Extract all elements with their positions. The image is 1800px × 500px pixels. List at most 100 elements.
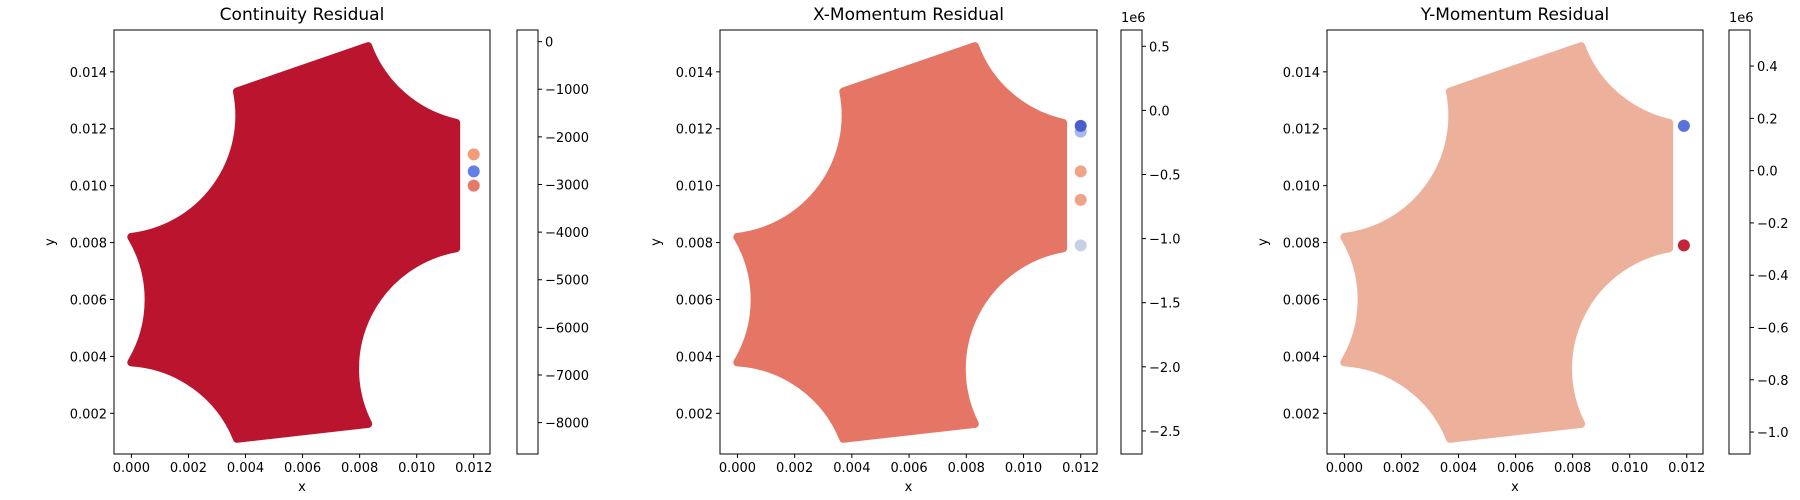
colorbar-tick-label: −2.5	[1149, 425, 1181, 440]
x-tick-label: 0.002	[1383, 461, 1420, 476]
colorbar-tick-label: −3000	[545, 178, 589, 193]
colorbar-offset-label: 1e6	[1729, 11, 1754, 26]
y-tick-label: 0.006	[70, 293, 107, 308]
y-tick-label: 0.008	[70, 237, 107, 252]
colorbar-tick-label: −0.5	[1149, 168, 1181, 183]
colorbar-tick-label: 0.5	[1149, 40, 1170, 55]
x-tick-label: 0.012	[1668, 461, 1705, 476]
colorbar-tick-label: −7000	[545, 369, 589, 384]
colorbar-tick-label: −1.0	[1149, 233, 1181, 248]
point	[1074, 193, 1087, 206]
colorbar-tick-label: −0.8	[1757, 374, 1789, 389]
domain-field	[733, 42, 1068, 443]
subplot: X-Momentum Residual 0.000 0.002 0.004 0.006 0…	[649, 5, 1181, 495]
x-tick-label: 0.000	[113, 461, 150, 476]
x-tick-label: 0.000	[1326, 461, 1363, 476]
domain-field	[127, 42, 461, 443]
x-tick-label: 0.012	[455, 461, 492, 476]
y-tick-label: 0.010	[70, 180, 107, 195]
colorbar-tick-label: −8000	[545, 417, 589, 432]
x-tick-label: 0.006	[890, 461, 927, 476]
axes-frame	[113, 29, 491, 455]
chart-title: Continuity Residual	[220, 5, 385, 25]
x-tick-label: 0.004	[1440, 461, 1477, 476]
subplot: Y-Momentum Residual 0.000 0.002 0.004 0.006 0…	[1256, 5, 1789, 495]
colorbar-tick-label: −5000	[545, 274, 589, 289]
y-axis-label: y	[1256, 238, 1271, 246]
colorbar	[1728, 29, 1751, 455]
x-tick-label: 0.012	[1062, 461, 1099, 476]
x-tick-label: 0.004	[833, 461, 870, 476]
point	[467, 179, 480, 192]
y-tick-label: 0.014	[676, 66, 713, 81]
y-tick-label: 0.006	[1283, 293, 1320, 308]
x-tick-label: 0.002	[170, 461, 207, 476]
y-tick-label: 0.012	[70, 123, 107, 138]
x-tick-label: 0.010	[1005, 461, 1042, 476]
y-tick-label: 0.014	[1283, 66, 1320, 81]
x-tick-label: 0.006	[1497, 461, 1534, 476]
colorbar-tick-label: −4000	[545, 226, 589, 241]
y-axis-label: y	[649, 238, 664, 246]
colorbar-tick-label: 0.0	[1757, 165, 1778, 180]
colorbar-tick-label: −0.4	[1757, 269, 1789, 284]
colorbar-tick-label: −0.2	[1757, 217, 1789, 232]
y-tick-label: 0.012	[676, 123, 713, 138]
y-tick-label: 0.002	[1283, 407, 1320, 422]
axes-frame	[719, 29, 1098, 455]
x-tick-label: 0.008	[341, 461, 378, 476]
y-tick-label: 0.010	[1283, 180, 1320, 195]
colorbar-tick-label: 0.4	[1757, 60, 1778, 75]
x-tick-label: 0.008	[948, 461, 985, 476]
point	[1074, 119, 1087, 132]
point	[1677, 239, 1690, 252]
x-tick-label: 0.006	[284, 461, 321, 476]
colorbar-tick-label: 0	[545, 36, 553, 51]
x-axis-label: x	[905, 480, 913, 495]
x-tick-label: 0.008	[1554, 461, 1591, 476]
y-tick-label: 0.004	[676, 350, 713, 365]
x-axis-label: x	[1511, 480, 1519, 495]
colorbar-tick-label: 0.0	[1149, 104, 1170, 119]
y-tick-label: 0.010	[676, 180, 713, 195]
colorbar	[1120, 29, 1143, 455]
y-tick-label: 0.004	[70, 350, 107, 365]
x-tick-label: 0.004	[227, 461, 264, 476]
subplot: Continuity Residual 0.000 0.002 0.004 0.006 0…	[43, 5, 589, 495]
y-tick-label: 0.014	[70, 66, 107, 81]
point	[1074, 239, 1087, 252]
y-tick-label: 0.012	[1283, 123, 1320, 138]
y-tick-label: 0.002	[70, 407, 107, 422]
colorbar-tick-label: −2000	[545, 131, 589, 146]
y-tick-label: 0.004	[1283, 350, 1320, 365]
point	[1677, 119, 1690, 132]
point	[467, 165, 480, 178]
y-axis-label: y	[43, 238, 58, 246]
y-tick-label: 0.008	[1283, 237, 1320, 252]
colorbar-offset-label: 1e6	[1121, 11, 1146, 26]
x-tick-label: 0.002	[776, 461, 813, 476]
point	[1074, 165, 1087, 178]
colorbar-tick-label: −1.5	[1149, 297, 1181, 312]
colorbar-tick-label: −1000	[545, 83, 589, 98]
colorbar-tick-label: −2.0	[1149, 361, 1181, 376]
axes-frame	[1326, 29, 1704, 455]
colorbar-tick-label: −1.0	[1757, 426, 1789, 441]
colorbar-tick-label: 0.2	[1757, 112, 1778, 127]
x-axis-label: x	[298, 480, 306, 495]
x-tick-label: 0.010	[398, 461, 435, 476]
point	[467, 148, 480, 161]
colorbar-tick-label: −0.6	[1757, 321, 1789, 336]
y-tick-label: 0.002	[676, 407, 713, 422]
y-tick-label: 0.006	[676, 293, 713, 308]
chart-title: X-Momentum Residual	[813, 5, 1004, 25]
domain-field	[1340, 42, 1674, 443]
y-tick-label: 0.008	[676, 237, 713, 252]
colorbar-tick-label: −6000	[545, 321, 589, 336]
chart-title: Y-Momentum Residual	[1420, 5, 1610, 25]
x-tick-label: 0.000	[719, 461, 756, 476]
x-tick-label: 0.010	[1611, 461, 1648, 476]
colorbar	[516, 29, 539, 455]
